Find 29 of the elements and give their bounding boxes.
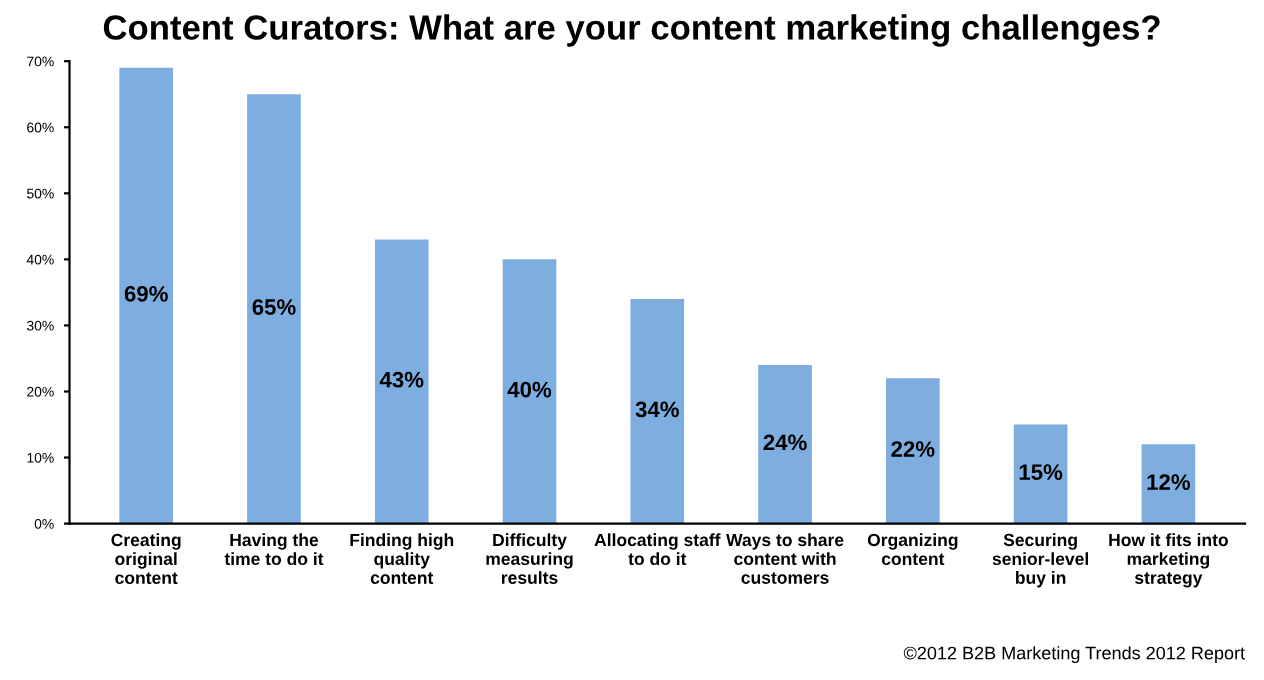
data-label: 65% [252, 299, 296, 315]
x-tick-label: How it fits into marketing strategy [1109, 533, 1228, 588]
bar [119, 67, 174, 524]
bar [630, 299, 685, 524]
data-label: 69% [124, 285, 168, 302]
x-tick-label: Creating original content [111, 533, 181, 585]
x-tick-label: Finding high quality content [350, 533, 454, 584]
x-tick-label: Securing senior-level buy in [992, 533, 1088, 588]
bar [502, 259, 557, 524]
data-label: 22% [891, 441, 935, 457]
x-tick-label: Having the time to do it [224, 533, 324, 566]
data-label: 40% [507, 381, 552, 398]
text: ©2012 B2B Marketing Trends 2012 Report [903, 646, 1245, 663]
data-label: 15% [1019, 464, 1063, 481]
x-tick-label: Ways to share content with customers [726, 533, 844, 584]
bar [758, 365, 812, 524]
data-label: 43% [379, 371, 424, 388]
data-label: 34% [635, 401, 679, 418]
x-tick-label: Allocating staff to do it [594, 533, 721, 566]
bar [1141, 444, 1196, 524]
data-label: 12% [1147, 474, 1191, 490]
bar [886, 378, 940, 524]
chart-title: Content Curators: What are your content marketing challenges? [103, 14, 1160, 47]
x-tick-label: Organizing content [867, 533, 958, 566]
bar [374, 239, 429, 524]
x-tick-label: Difficulty measuring results [486, 533, 573, 584]
bar [1013, 424, 1068, 524]
data-label: 24% [763, 434, 807, 451]
bar [247, 94, 301, 524]
